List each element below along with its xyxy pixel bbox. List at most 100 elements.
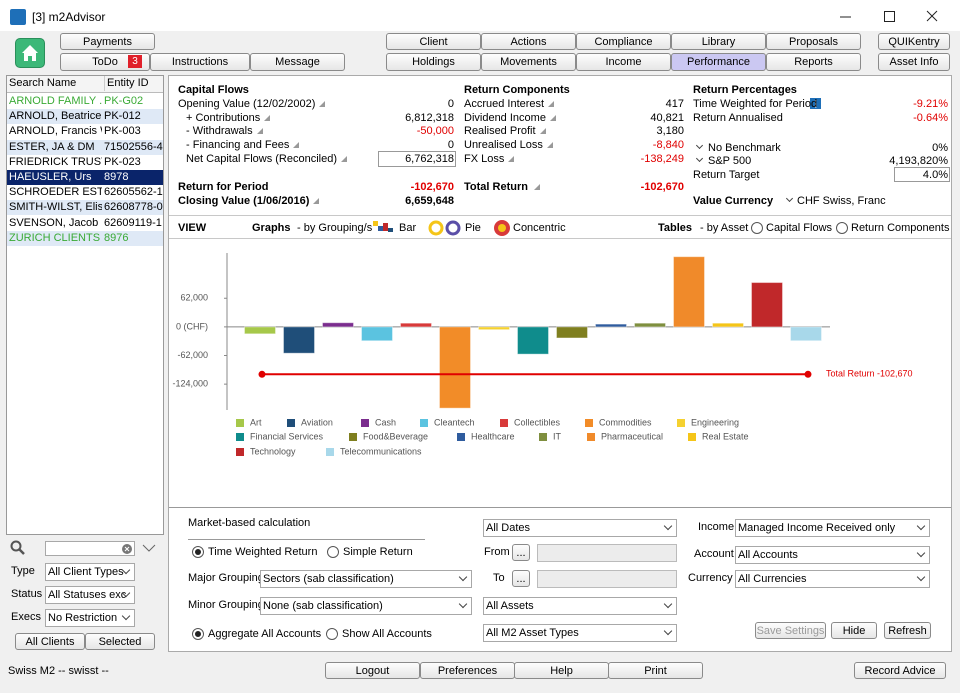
list-row[interactable]: FRIEDRICK TRUST PK-023 <box>7 155 163 170</box>
clear-icon[interactable] <box>121 543 133 555</box>
column-header[interactable]: Search Name <box>9 77 77 89</box>
divider <box>169 238 951 239</box>
radio-button[interactable] <box>192 628 204 640</box>
menu-triangle[interactable] <box>319 101 325 107</box>
list-row[interactable]: SCHROEDER EST... 62605562-1 <box>7 185 163 200</box>
button[interactable]: Selected <box>85 633 155 650</box>
label: Tables <box>658 222 693 234</box>
menu-triangle[interactable] <box>341 156 347 162</box>
button[interactable]: Refresh <box>884 622 931 639</box>
legend-swatch <box>287 419 295 427</box>
menu-triangle[interactable] <box>540 128 546 134</box>
list-row[interactable]: SVENSON, Jacob 62609119-1 <box>7 216 163 231</box>
button[interactable]: QUIKentry <box>878 33 950 50</box>
menu-triangle[interactable] <box>257 128 263 134</box>
button[interactable]: Print <box>608 662 703 679</box>
label: Major Grouping <box>188 572 264 584</box>
column-header[interactable]: Entity ID <box>104 76 149 91</box>
button[interactable]: Record Advice <box>854 662 946 679</box>
dropdown[interactable]: All Client Types <box>45 563 135 581</box>
bar <box>751 282 783 328</box>
radio-button[interactable] <box>751 222 763 234</box>
list-row[interactable]: ARNOLD, Beatrice PK-012 <box>7 109 163 125</box>
list-row[interactable]: ARNOLD FAMILY ... PK-G02 <box>7 94 163 109</box>
list-row[interactable]: HAEUSLER, Urs 8978 <box>7 170 163 185</box>
label: Graphs <box>252 222 291 234</box>
date-input[interactable] <box>537 570 677 588</box>
button[interactable]: Performance <box>671 53 766 71</box>
menu-triangle[interactable] <box>293 142 299 148</box>
button[interactable]: Proposals <box>766 33 861 50</box>
button[interactable]: Holdings <box>386 53 481 71</box>
menu-triangle[interactable] <box>264 115 270 121</box>
button[interactable]: ... <box>512 544 530 561</box>
entity-id: 71502556-4 <box>104 140 163 153</box>
client-name: FRIEDRICK TRUST <box>9 155 102 168</box>
dropdown[interactable]: All M2 Asset Types <box>483 624 677 642</box>
home-button[interactable] <box>15 38 45 68</box>
menu-triangle[interactable] <box>313 198 319 204</box>
button[interactable]: Logout <box>325 662 420 679</box>
button[interactable]: Compliance <box>576 33 671 50</box>
radio-button[interactable] <box>192 546 204 558</box>
info-icon[interactable] <box>810 98 822 110</box>
menu-triangle[interactable] <box>550 115 556 121</box>
dropdown[interactable]: All Dates <box>483 519 677 537</box>
menu-triangle[interactable] <box>534 184 540 190</box>
menu-triangle[interactable] <box>508 156 514 162</box>
button[interactable]: ToDo <box>60 53 150 71</box>
list-row[interactable]: ARNOLD, Francis W PK-003 <box>7 124 163 139</box>
button[interactable]: Library <box>671 33 766 50</box>
entity-id: 8978 <box>104 171 129 183</box>
dropdown[interactable]: None (sab classification) <box>260 597 472 615</box>
section-title: Return Percentages <box>693 84 797 96</box>
button[interactable]: Client <box>386 33 481 50</box>
button[interactable]: Save Settings <box>755 622 826 639</box>
button[interactable]: Hide <box>831 622 877 639</box>
button[interactable]: Preferences <box>420 662 515 679</box>
list-row[interactable]: SMITH-WILST, Elis... 62608778-0 <box>7 200 163 216</box>
button[interactable]: Asset Info <box>878 53 950 71</box>
button[interactable]: Instructions <box>150 53 250 71</box>
radio-button[interactable] <box>326 628 338 640</box>
list-header: Search Name Entity ID <box>7 76 163 93</box>
button[interactable]: Message <box>250 53 345 71</box>
dropdown[interactable]: All Statuses exc <box>45 586 135 604</box>
chevron <box>121 611 131 621</box>
legend-label: Art <box>250 417 262 427</box>
dropdown[interactable]: All Accounts <box>735 546 930 564</box>
radio-button[interactable] <box>836 222 848 234</box>
button[interactable]: ... <box>512 570 530 587</box>
value: 417 <box>665 98 684 110</box>
bar <box>634 322 666 328</box>
button[interactable]: Movements <box>481 53 576 71</box>
legend-swatch <box>361 419 369 427</box>
dropdown[interactable]: Managed Income Received only <box>735 519 930 537</box>
dropdown[interactable]: All Currencies <box>735 570 930 588</box>
list-row[interactable]: ESTER, JA & DM 71502556-4 <box>7 139 163 155</box>
value-box[interactable] <box>894 167 950 182</box>
dropdown[interactable]: Sectors (sab classification) <box>260 570 472 588</box>
legend-label: Real Estate <box>702 431 749 441</box>
radio-button[interactable] <box>327 546 339 558</box>
button[interactable]: Actions <box>481 33 576 50</box>
legend-swatch <box>688 433 696 441</box>
label: S&P 500 <box>708 155 752 167</box>
dropdown[interactable]: All Assets <box>483 597 677 615</box>
button[interactable]: Reports <box>766 53 861 71</box>
label: Dividend Income <box>464 112 546 124</box>
button-label: QUIKentry <box>888 35 940 48</box>
dropdown-value: No Restriction <box>48 612 118 624</box>
search-input[interactable] <box>45 541 135 556</box>
menu-triangle[interactable] <box>548 101 554 107</box>
date-input[interactable] <box>537 544 677 562</box>
expand-chevron[interactable] <box>142 543 156 553</box>
window-controls[interactable] <box>830 6 950 28</box>
button[interactable]: Help <box>514 662 609 679</box>
button[interactable]: All Clients <box>15 633 85 650</box>
list-row[interactable]: ZURICH CLIENTS 8976 <box>7 230 163 246</box>
button[interactable]: Income <box>576 53 671 71</box>
button[interactable]: Payments <box>60 33 155 50</box>
dropdown[interactable]: No Restriction <box>45 609 135 627</box>
menu-triangle[interactable] <box>547 142 553 148</box>
